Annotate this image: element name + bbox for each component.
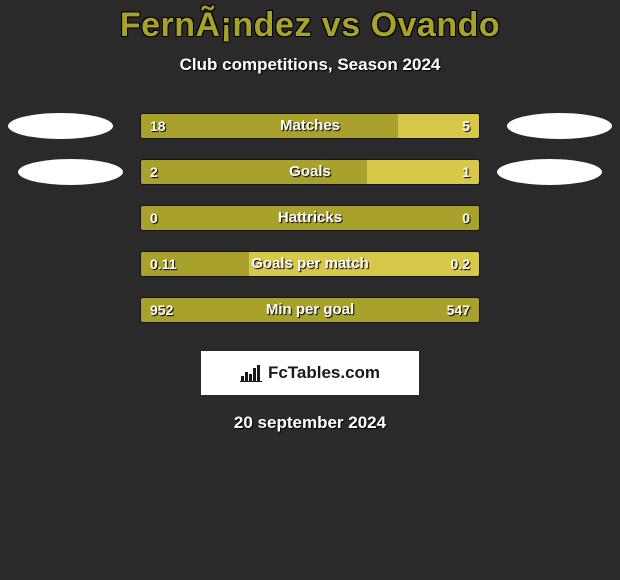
value-right: 0.2	[451, 251, 470, 277]
stat-row: 952547Min per goal	[0, 297, 620, 343]
comparison-card: FernÃ¡ndez vs Ovando Club competitions, …	[0, 0, 620, 433]
value-right: 5	[462, 113, 470, 139]
page-title: FernÃ¡ndez vs Ovando	[0, 6, 620, 45]
value-right: 0	[462, 205, 470, 231]
value-left: 0	[150, 205, 158, 231]
value-left: 18	[150, 113, 166, 139]
player-pill-left	[18, 159, 123, 185]
bar-track	[140, 297, 480, 323]
bar-segment-left	[141, 298, 479, 322]
player-pill-right	[497, 159, 602, 185]
stat-row: 185Matches	[0, 113, 620, 159]
value-right: 547	[447, 297, 470, 323]
bar-segment-left	[141, 114, 398, 138]
stat-row: 21Goals	[0, 159, 620, 205]
bar-track	[140, 205, 480, 231]
bar-segment-right	[249, 252, 479, 276]
stats-list: 185Matches21Goals00Hattricks0.110.2Goals…	[0, 113, 620, 343]
bar-track	[140, 159, 480, 185]
brand-box[interactable]: FcTables.com	[201, 351, 419, 395]
value-left: 0.11	[150, 251, 176, 277]
bar-track	[140, 251, 480, 277]
player-pill-left	[8, 113, 113, 139]
value-right: 1	[462, 159, 470, 185]
bar-segment-left	[141, 206, 479, 230]
subtitle: Club competitions, Season 2024	[0, 55, 620, 75]
date-label: 20 september 2024	[0, 413, 620, 433]
bar-segment-left	[141, 160, 367, 184]
stat-row: 00Hattricks	[0, 205, 620, 251]
brand-label: FcTables.com	[268, 363, 380, 383]
value-left: 2	[150, 159, 158, 185]
stat-row: 0.110.2Goals per match	[0, 251, 620, 297]
chart-bars-icon	[240, 364, 262, 382]
value-left: 952	[150, 297, 173, 323]
player-pill-right	[507, 113, 612, 139]
bar-track	[140, 113, 480, 139]
